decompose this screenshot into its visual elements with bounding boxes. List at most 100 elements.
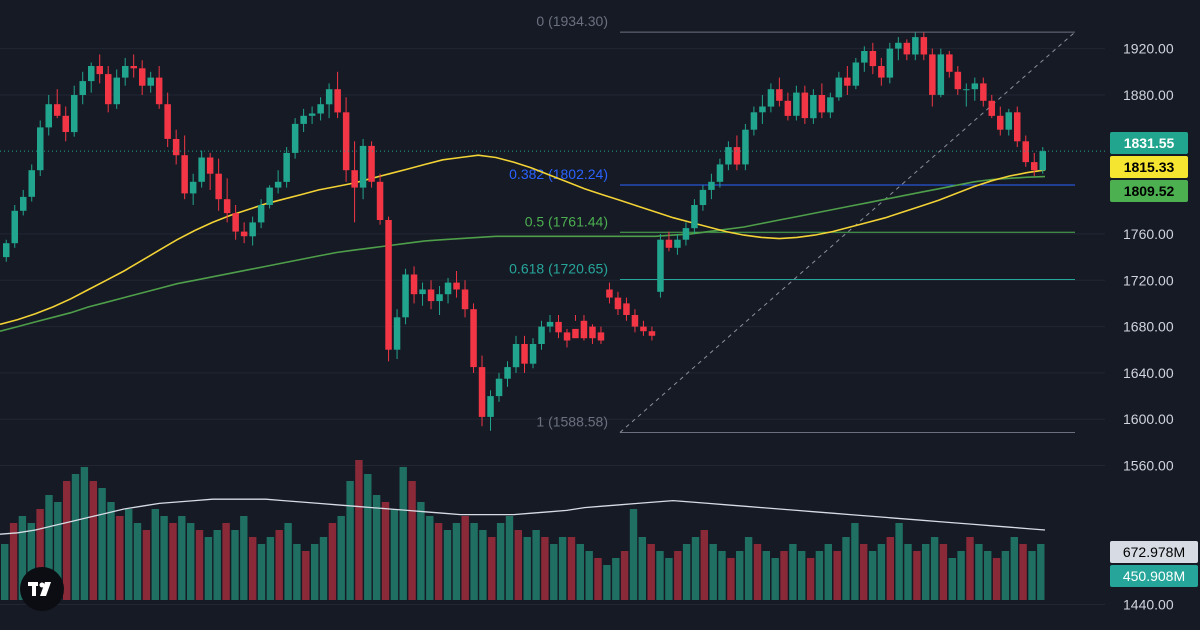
volume-bar xyxy=(328,523,337,600)
volume-bar xyxy=(647,544,655,600)
candle-body xyxy=(861,51,868,63)
candle-body xyxy=(546,321,554,327)
candle-body xyxy=(71,95,78,133)
fib-level-label: 0.618 (1720.65) xyxy=(509,261,608,277)
candle-body xyxy=(147,77,154,86)
volume-bar xyxy=(470,523,478,600)
volume-bar xyxy=(151,509,159,600)
volume-bar xyxy=(886,537,894,600)
candle-body xyxy=(419,289,426,295)
volume-bar xyxy=(833,551,841,600)
candle-body xyxy=(946,54,953,72)
y-axis-tick-label: 1440.00 xyxy=(1123,597,1174,613)
volume-bar xyxy=(36,509,44,600)
volume-bar xyxy=(302,551,310,600)
candle-body xyxy=(223,199,231,214)
volume-bar xyxy=(895,523,903,600)
candle-body xyxy=(742,129,749,165)
volume-bar xyxy=(948,558,956,600)
volume-bar xyxy=(160,516,168,600)
candle-body xyxy=(495,378,503,397)
volume-bar xyxy=(904,544,912,600)
volume-bar xyxy=(249,537,257,600)
volume-bar xyxy=(434,523,443,600)
volume-bar xyxy=(558,537,567,600)
y-axis-tick-label: 1880.00 xyxy=(1123,87,1174,103)
volume-bar xyxy=(992,558,1001,600)
volume-bar xyxy=(372,495,381,600)
candle-body xyxy=(725,147,732,165)
volume-bar xyxy=(718,551,726,600)
volume-bar xyxy=(771,558,779,600)
volume-bar xyxy=(381,502,390,600)
fib-level-label: 0 (1934.30) xyxy=(536,13,608,29)
volume-bar xyxy=(744,537,753,600)
candle-body xyxy=(708,181,715,190)
volume-bar xyxy=(1037,544,1045,600)
volume-bar xyxy=(426,516,434,600)
candle-body xyxy=(818,95,826,113)
candle-body xyxy=(198,157,205,182)
volume-bar xyxy=(240,516,248,600)
candle-body xyxy=(555,321,562,333)
y-axis-tick-label: 1760.00 xyxy=(1123,226,1174,242)
candle-body xyxy=(980,83,987,101)
volume-bar xyxy=(966,537,974,600)
candle-body xyxy=(1022,141,1029,163)
candle-body xyxy=(45,104,52,128)
volume-bar xyxy=(231,530,239,600)
candle-body xyxy=(164,104,171,139)
candle-body xyxy=(631,315,639,327)
volume-bar xyxy=(975,544,983,600)
volume-bar xyxy=(700,530,708,600)
candle-body xyxy=(640,326,647,332)
candle-body xyxy=(232,213,239,232)
volume-bar xyxy=(364,474,372,600)
candle-body xyxy=(665,239,673,248)
candle-body xyxy=(342,112,350,171)
volume-bar xyxy=(275,530,283,600)
candle-body xyxy=(614,297,622,310)
volume-bar xyxy=(665,558,673,600)
candle-body xyxy=(750,112,758,130)
ma-slow-line xyxy=(0,175,1046,332)
volume-bar xyxy=(1,544,9,600)
volume-tag xyxy=(1110,541,1198,563)
volume-tag-label: 672.978M xyxy=(1123,544,1185,560)
volume-bar xyxy=(913,551,921,600)
candle-body xyxy=(402,274,409,318)
volume-bar xyxy=(45,495,53,600)
volume-bar xyxy=(98,488,106,600)
y-axis-tick-label: 1560.00 xyxy=(1123,458,1174,474)
volume-bar xyxy=(169,523,177,600)
candle-body xyxy=(334,89,341,113)
candle-body xyxy=(436,294,443,302)
volume-bar xyxy=(727,558,735,600)
volume-bar xyxy=(399,467,407,600)
volume-bar xyxy=(877,544,886,600)
volume-bar xyxy=(780,551,788,600)
volume-bar xyxy=(222,523,230,600)
candle-body xyxy=(376,181,384,220)
candle-body xyxy=(130,66,137,69)
tradingview-logo[interactable] xyxy=(20,567,64,611)
volume-bar xyxy=(18,516,27,600)
volume-bar xyxy=(930,537,939,600)
volume-bar xyxy=(674,551,682,600)
volume-bar xyxy=(133,523,142,600)
candle-body xyxy=(20,196,27,211)
y-axis-tick-label: 1680.00 xyxy=(1123,319,1174,335)
candle-body xyxy=(249,222,256,237)
volume-bar xyxy=(939,544,948,600)
volume-bar xyxy=(922,544,930,600)
candle-body xyxy=(308,113,316,116)
volume-bar xyxy=(346,481,354,600)
volume-bar xyxy=(213,530,221,600)
candle-body xyxy=(886,48,894,78)
candle-body xyxy=(597,332,605,341)
volume-bar xyxy=(505,516,514,600)
candle-body xyxy=(971,83,979,90)
candle-body xyxy=(3,243,10,258)
candle-body xyxy=(1031,162,1038,171)
